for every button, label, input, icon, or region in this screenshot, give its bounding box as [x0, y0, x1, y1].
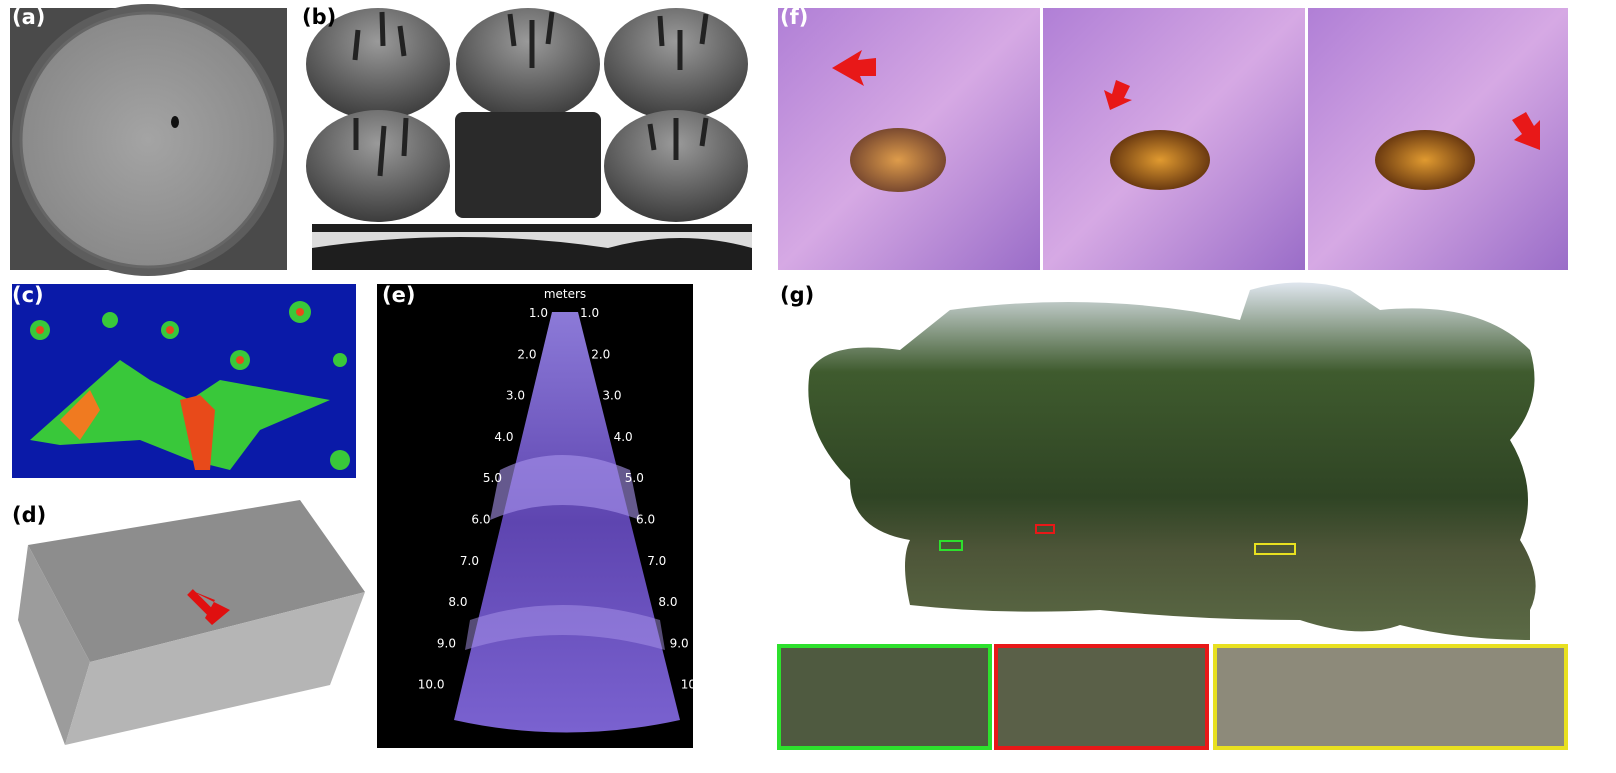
sonar-left-label: 1.0 — [529, 306, 548, 320]
panel-labels: (a) (b) (c) (d) (e) (f) (g) — [12, 5, 814, 527]
sonar-right-label: 7.0 — [647, 554, 666, 568]
panel-label: (c) — [12, 283, 44, 307]
panel-f — [778, 8, 1568, 270]
sonar-right-label: 9.0 — [670, 636, 689, 650]
panel-label: (d) — [12, 503, 46, 527]
sonar-labels: 1.0 2.0 3.0 4.0 5.0 6.0 7.0 8.0 9.0 10.0 1.0 2.0 3.0… — [418, 306, 708, 692]
sonar-right-label: 3.0 — [602, 389, 621, 403]
panel-label: (e) — [382, 283, 415, 307]
panel-label: (a) — [12, 5, 45, 29]
panel-label: (g) — [780, 283, 814, 307]
panel-b — [306, 8, 752, 270]
sonar-left-label: 6.0 — [471, 513, 490, 527]
panel-a — [10, 4, 287, 276]
sonar-right-label: 10.0 — [681, 678, 708, 692]
sonar-left-label: 10.0 — [418, 678, 445, 692]
sonar-right-label: 5.0 — [625, 471, 644, 485]
sonar-unit: meters — [544, 287, 586, 301]
sonar-right-label: 6.0 — [636, 513, 655, 527]
panel-e: meters 1.02.03.04.05.06.07.08.09.010.01.… — [377, 284, 708, 748]
sonar-left-label: 2.0 — [517, 347, 536, 361]
sonar-right-label: 2.0 — [591, 347, 610, 361]
sonar-left-label: 9.0 — [437, 636, 456, 650]
panel-d — [18, 500, 365, 745]
sonar-right-label: 4.0 — [614, 430, 633, 444]
panel-label: (b) — [302, 5, 336, 29]
panel-label: (f) — [780, 5, 808, 29]
sonar-left-label: 8.0 — [448, 595, 467, 609]
sonar-right-label: 8.0 — [658, 595, 677, 609]
panel-g — [777, 282, 1568, 750]
sonar-right-label: 1.0 — [580, 306, 599, 320]
sonar-left-label: 3.0 — [506, 389, 525, 403]
sonar-left-label: 4.0 — [494, 430, 513, 444]
sonar-left-label: 5.0 — [483, 471, 502, 485]
sonar-left-label: 7.0 — [460, 554, 479, 568]
panel-c — [12, 284, 356, 478]
